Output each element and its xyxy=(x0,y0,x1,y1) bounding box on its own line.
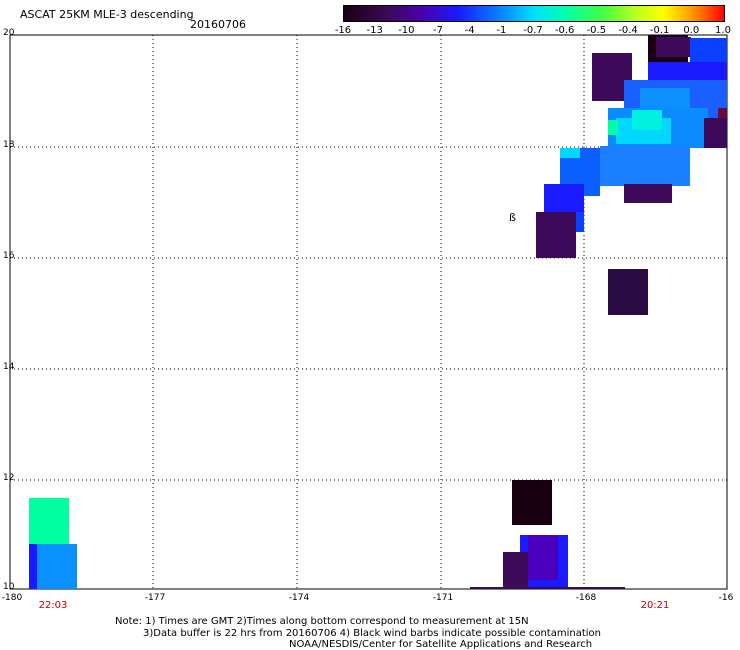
color-scale-label: -1 xyxy=(496,25,507,36)
lon-label: -16 xyxy=(718,593,734,603)
color-scale-label: -7 xyxy=(433,25,443,36)
swath-cell xyxy=(544,184,584,214)
plot-frame xyxy=(9,34,728,590)
color-scale-label: -0.7 xyxy=(523,25,543,36)
swath-cell xyxy=(656,37,691,57)
note-line-2: 3)Data buffer is 22 hrs from 20160706 4)… xyxy=(143,628,601,639)
note-line-1: Note: 1) Times are GMT 2)Times along bot… xyxy=(115,616,529,627)
color-scale-label: -0.6 xyxy=(554,25,575,36)
swath-cell xyxy=(29,498,69,544)
swath-cell xyxy=(560,148,580,158)
lon-label: -180 xyxy=(1,593,23,603)
color-scale-label: 1.0 xyxy=(715,25,731,36)
pass-time-left: 22:03 xyxy=(38,600,68,611)
wind-barb-mark: ß xyxy=(509,211,516,224)
lon-grid xyxy=(152,35,585,589)
swath-cell xyxy=(600,146,690,186)
lon-label: -177 xyxy=(144,593,166,603)
color-scale-label: -0.5 xyxy=(586,25,607,36)
swath-lower-left xyxy=(29,498,77,589)
swath-cell xyxy=(536,212,576,258)
swath-cell xyxy=(503,552,528,589)
swath-cell xyxy=(624,184,672,203)
swath-cell xyxy=(718,108,727,118)
swath-upper-right xyxy=(536,35,727,315)
lon-label: -171 xyxy=(432,593,454,603)
swath-cell xyxy=(470,587,625,589)
color-scale-bar xyxy=(343,5,725,22)
swath-cell xyxy=(632,110,662,130)
color-scale-label: 0.0 xyxy=(683,25,700,36)
swath-cell xyxy=(512,480,552,525)
swath-lower-middle xyxy=(470,480,625,589)
color-scale-label: -0.1 xyxy=(649,25,670,36)
swath-cell xyxy=(704,118,727,148)
color-scale-label: -0.4 xyxy=(618,25,638,36)
lat-label: 10 xyxy=(3,582,15,592)
lat-label: 20 xyxy=(3,28,15,38)
note-line-3: NOAA/NESDIS/Center for Satellite Applica… xyxy=(289,639,593,650)
swath-cell xyxy=(29,544,37,589)
lat-label: 12 xyxy=(3,473,15,483)
lat-label: 18 xyxy=(3,140,15,150)
lon-label: -168 xyxy=(575,593,597,603)
color-scale-label: -16 xyxy=(334,25,352,36)
map-date: 20160706 xyxy=(190,18,246,31)
color-scale-label: -4 xyxy=(464,25,475,36)
lon-label: -174 xyxy=(288,593,310,603)
swath-cell xyxy=(640,88,690,108)
swath-cell xyxy=(608,269,648,315)
pass-time-right: 20:21 xyxy=(640,600,670,611)
color-scale-label: -13 xyxy=(366,25,383,36)
lat-label: 16 xyxy=(3,251,15,261)
swath-cell xyxy=(528,535,558,580)
lat-label: 14 xyxy=(3,362,15,372)
map-title: ASCAT 25KM MLE-3 descending xyxy=(20,8,194,21)
swath-cell xyxy=(608,120,618,135)
color-scale-label: -10 xyxy=(398,25,415,36)
